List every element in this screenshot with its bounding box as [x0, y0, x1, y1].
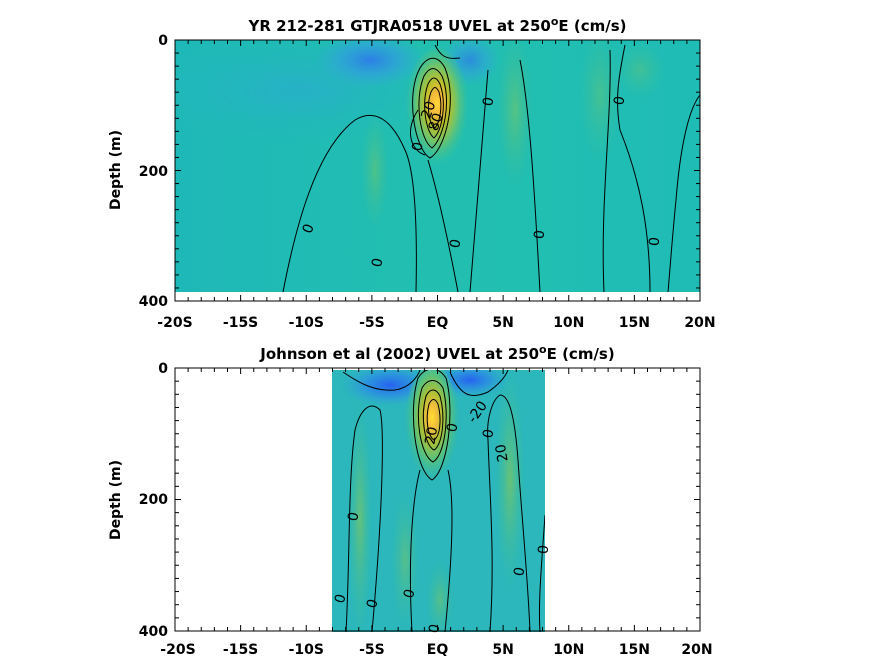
- panel-bottom-minor-ticks: [174, 367, 701, 632]
- panel-bottom-title: Johnson et al (2002) UVEL at 250oE (cm/s…: [259, 343, 614, 363]
- x-tick-label: 20N: [684, 315, 715, 331]
- x-tick-label: 10N: [553, 642, 584, 656]
- x-tick-label: -15S: [223, 642, 258, 656]
- panel-bottom-field: [332, 370, 545, 632]
- contour-label: 20: [493, 443, 512, 463]
- y-tick-label: 400: [139, 294, 168, 310]
- x-tick-label: 5N: [492, 642, 513, 656]
- contour-label: 0: [426, 623, 443, 635]
- y-tick-label: 200: [139, 492, 168, 508]
- contour-label: 0: [332, 592, 350, 605]
- contour-label: 20: [418, 99, 439, 121]
- panel-bottom-contour-labels: -20 20 0 0 20 0 0 0 0 0 0 0: [332, 398, 552, 634]
- contour-label: 0: [447, 238, 464, 250]
- x-tick-label: 10N: [553, 315, 584, 331]
- contour-label: 80: [426, 111, 447, 133]
- panel-top-minor-ticks: [174, 39, 701, 302]
- x-tick-label: EQ: [427, 642, 449, 656]
- x-tick-label: EQ: [427, 315, 449, 331]
- contour-label: 0: [409, 141, 426, 153]
- contour-label: 0: [647, 236, 664, 246]
- y-tick-label: 0: [158, 33, 168, 49]
- contour-label: 0: [480, 428, 497, 440]
- x-tick-label: 15N: [619, 315, 650, 331]
- contour-label: 0: [444, 422, 461, 434]
- x-tick-label: 15N: [619, 642, 650, 656]
- contour-label: 0: [369, 257, 386, 269]
- x-tick-label: -20S: [160, 642, 195, 656]
- panel-top: 20 80 0 0 0 0 0 0 0 0 -20S -15S -10S -5S…: [108, 15, 716, 331]
- contour-label: 0: [511, 566, 528, 578]
- panel-bottom: -20 20 0 0 20 0 0 0 0 0 0 0 -20S -15S -1…: [108, 343, 713, 656]
- y-tick-label: 200: [139, 164, 168, 180]
- contour-label: 0: [364, 597, 382, 610]
- x-tick-label: 20N: [681, 642, 712, 656]
- contour-label: 0: [532, 229, 549, 239]
- x-tick-label: -10S: [289, 642, 324, 656]
- y-tick-label: 400: [139, 624, 168, 640]
- panel-top-y-tick-labels: 0 200 400: [139, 33, 168, 310]
- y-tick-label: 0: [158, 361, 168, 377]
- x-tick-label: -10S: [289, 315, 324, 331]
- contour-label: 0: [611, 95, 628, 107]
- panel-top-title: YR 212-281 GTJRA0518 UVEL at 250oE (cm/s…: [247, 15, 626, 35]
- contour-label: 0: [480, 96, 497, 108]
- x-tick-label: -15S: [223, 315, 258, 331]
- x-tick-label: -5S: [359, 642, 385, 656]
- panel-bottom-y-tick-labels: 0 200 400: [139, 361, 168, 640]
- contour-label: 20: [422, 426, 441, 446]
- x-tick-label: -20S: [157, 315, 192, 331]
- panel-top-y-axis-label: Depth (m): [108, 130, 124, 210]
- contour-label: 0: [536, 544, 553, 554]
- panel-bottom-x-tick-labels: -20S -15S -10S -5S EQ 5N 10N 15N 20N: [160, 642, 712, 656]
- panel-top-field: [175, 40, 700, 292]
- x-tick-label: 5N: [492, 315, 513, 331]
- x-tick-label: -5S: [359, 315, 385, 331]
- panel-top-x-tick-labels: -20S -15S -10S -5S EQ 5N 10N 15N 20N: [157, 315, 715, 331]
- contour-label: 0: [345, 511, 362, 523]
- contour-label: 0: [401, 587, 419, 600]
- panel-bottom-y-axis-label: Depth (m): [108, 460, 124, 540]
